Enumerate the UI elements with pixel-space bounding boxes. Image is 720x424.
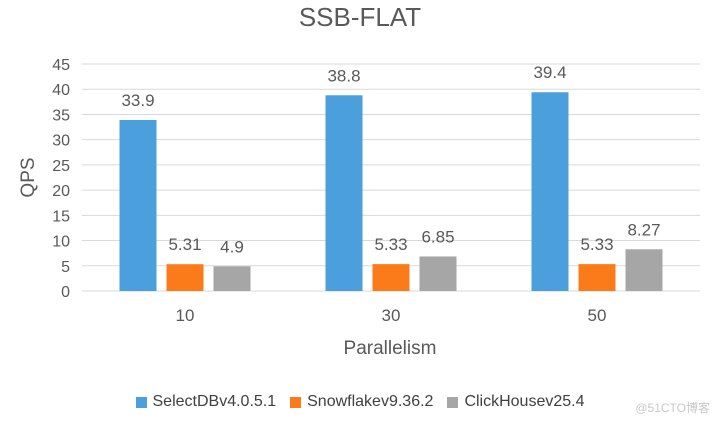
legend-item-snowflake: Snowflakev9.36.2 bbox=[290, 393, 433, 411]
y-tick-label: 15 bbox=[52, 208, 70, 225]
y-tick-label: 45 bbox=[52, 57, 70, 74]
legend: SelectDBv4.0.5.1 Snowflakev9.36.2 ClickH… bbox=[0, 393, 720, 411]
data-label: 5.31 bbox=[168, 235, 201, 254]
legend-label-snowflake: Snowflakev9.36.2 bbox=[307, 393, 434, 410]
x-tick-label: 10 bbox=[176, 306, 195, 325]
y-axis-title: QPS bbox=[18, 157, 39, 197]
bar bbox=[119, 119, 157, 291]
data-label: 8.27 bbox=[627, 220, 660, 239]
data-label: 5.33 bbox=[580, 235, 613, 254]
bar bbox=[419, 256, 457, 291]
legend-label-selectdb: SelectDBv4.0.5.1 bbox=[152, 393, 277, 410]
y-tick-label: 40 bbox=[52, 82, 70, 99]
y-tick-label: 5 bbox=[61, 259, 70, 276]
y-tick-label: 20 bbox=[52, 183, 70, 200]
data-label: 5.33 bbox=[374, 235, 407, 254]
legend-swatch-selectdb bbox=[135, 396, 147, 408]
bar bbox=[625, 249, 663, 291]
bar bbox=[578, 264, 616, 291]
bar bbox=[166, 264, 204, 291]
legend-label-clickhouse: ClickHousev25.4 bbox=[464, 393, 585, 410]
chart-title: SSB-FLAT bbox=[298, 2, 422, 32]
data-label: 4.9 bbox=[220, 237, 244, 256]
data-label: 39.4 bbox=[533, 63, 566, 82]
legend-swatch-clickhouse bbox=[447, 396, 459, 408]
legend-item-selectdb: SelectDBv4.0.5.1 bbox=[135, 393, 277, 411]
legend-swatch-snowflake bbox=[290, 396, 302, 408]
legend-item-clickhouse: ClickHousev25.4 bbox=[447, 393, 585, 411]
y-tick-label: 30 bbox=[52, 133, 70, 150]
y-tick-label: 25 bbox=[52, 158, 70, 175]
x-tick-label: 30 bbox=[382, 306, 401, 325]
data-label: 33.9 bbox=[121, 91, 154, 110]
data-label: 6.85 bbox=[421, 227, 454, 246]
x-tick-label: 50 bbox=[588, 306, 607, 325]
bar bbox=[372, 264, 410, 291]
x-axis-title: Parallelism bbox=[344, 338, 437, 359]
bar bbox=[213, 266, 251, 291]
y-tick-label: 0 bbox=[61, 284, 70, 301]
watermark: @51CTO博客 bbox=[635, 401, 710, 415]
y-tick-label: 10 bbox=[52, 234, 70, 251]
bar bbox=[531, 92, 569, 291]
data-label: 38.8 bbox=[327, 66, 360, 85]
y-tick-label: 35 bbox=[52, 107, 70, 124]
bar bbox=[325, 95, 363, 291]
